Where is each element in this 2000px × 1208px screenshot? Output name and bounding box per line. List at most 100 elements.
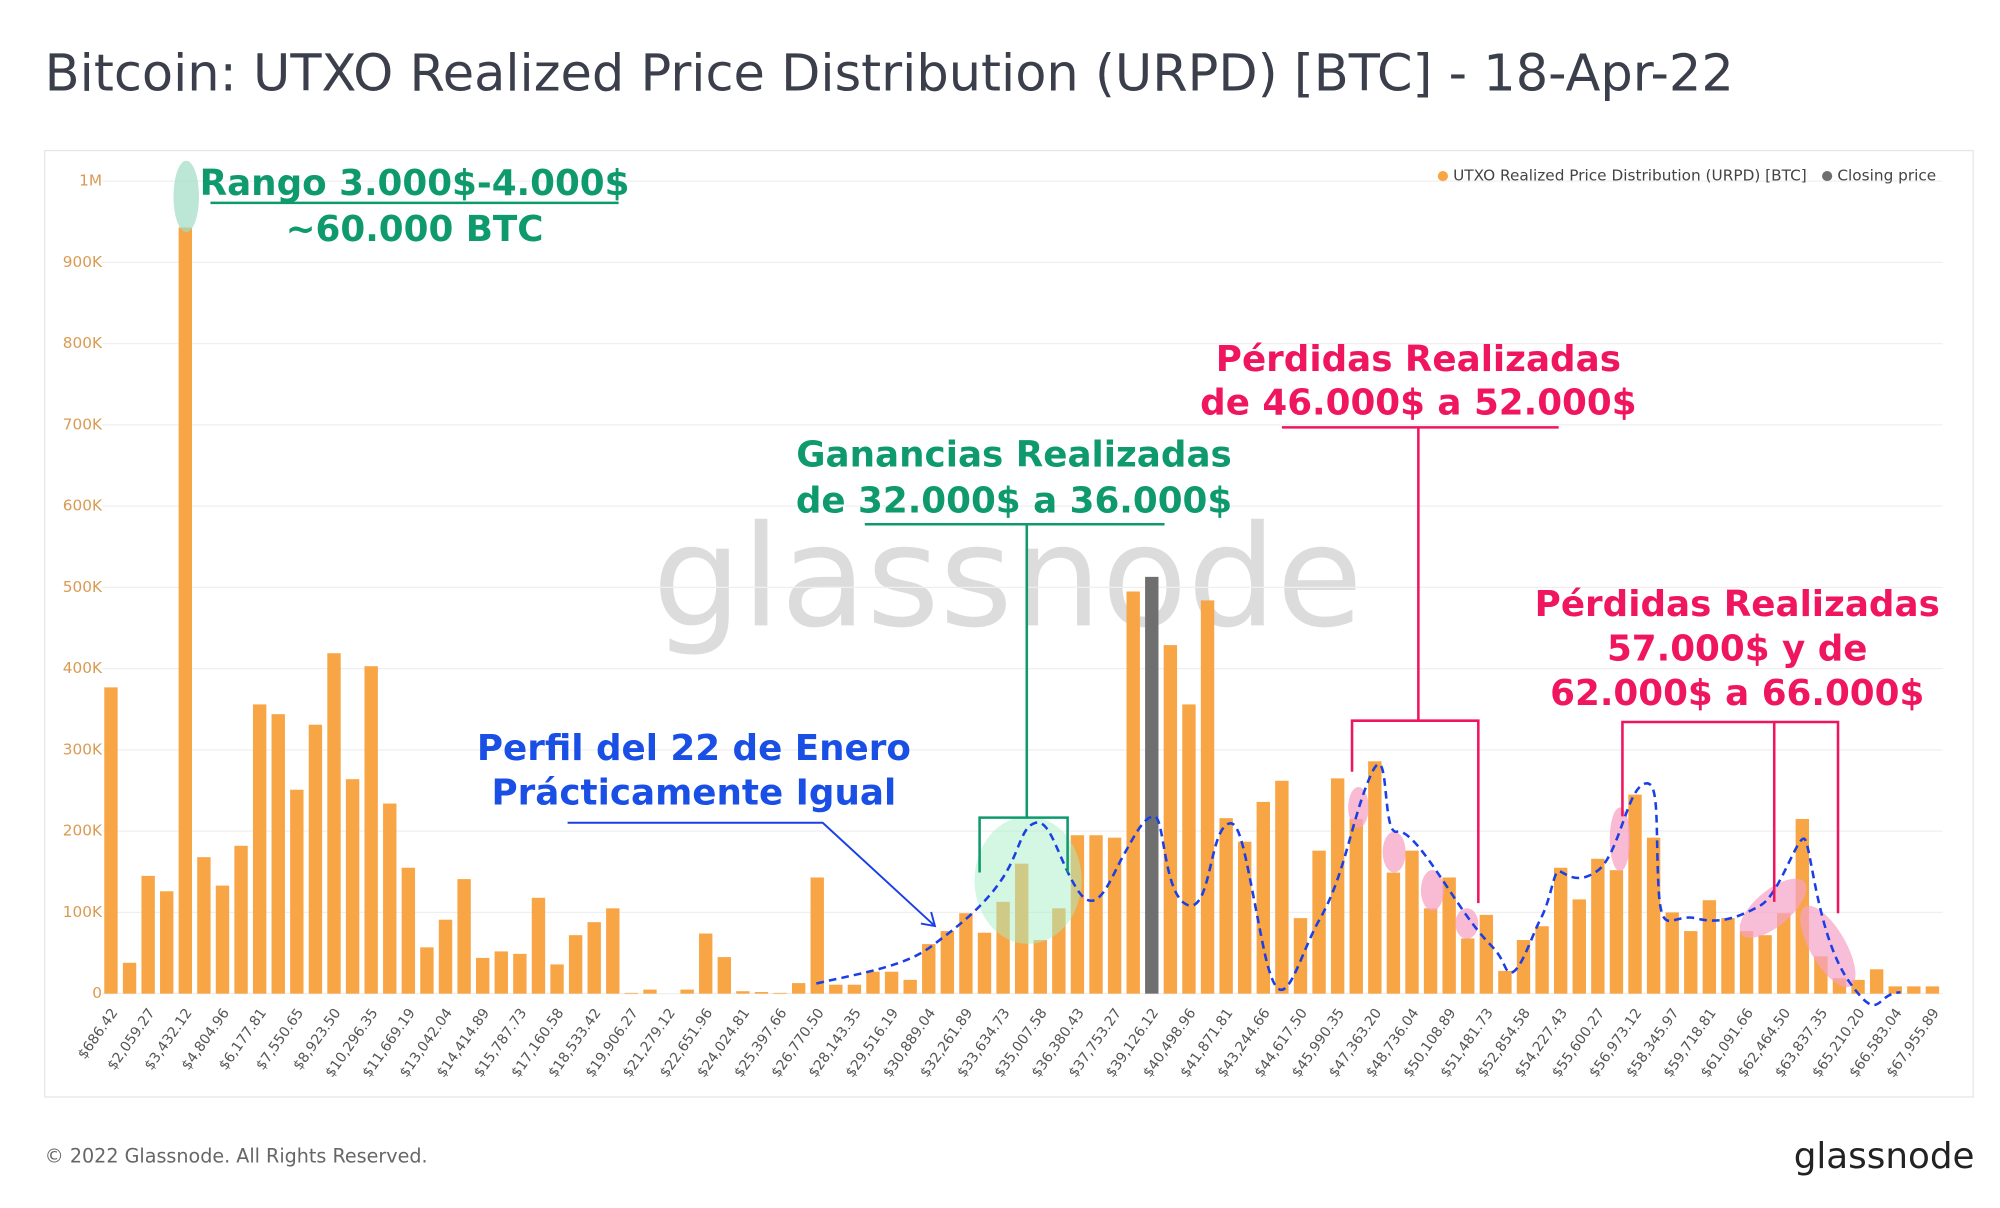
bar <box>1219 818 1233 994</box>
logo: glassnode <box>1794 1136 1975 1177</box>
bar <box>903 979 917 994</box>
bar <box>1925 986 1940 994</box>
highlight <box>173 160 199 233</box>
bar <box>1033 940 1047 994</box>
bar <box>754 992 769 994</box>
bar <box>1869 969 1884 994</box>
bracket <box>864 523 1165 873</box>
bar <box>1702 900 1717 994</box>
bar <box>977 932 992 994</box>
chart-frame <box>44 149 1974 1098</box>
bar <box>420 947 434 994</box>
bar <box>1535 926 1549 994</box>
bar <box>736 991 750 994</box>
bar <box>1665 912 1679 994</box>
annotation: Pérdidas Realizadas <box>1216 339 1621 380</box>
bar <box>271 714 285 994</box>
highlight <box>1382 831 1406 873</box>
bar <box>1777 913 1791 994</box>
y-tick-label: 700K <box>63 415 103 433</box>
bar <box>1553 867 1568 994</box>
bar <box>1461 938 1475 994</box>
jan-profile-curve <box>816 762 1901 1007</box>
bar <box>1145 576 1159 994</box>
bar <box>1200 600 1215 994</box>
bar <box>308 724 323 994</box>
y-tick-label: 200K <box>63 822 103 840</box>
bar <box>1758 935 1772 994</box>
bar <box>1851 979 1865 994</box>
bar <box>717 957 731 994</box>
bar <box>1405 850 1419 994</box>
bar <box>643 989 657 994</box>
legend-label: Closing price <box>1837 167 1936 185</box>
bar <box>606 908 620 994</box>
bar <box>1591 858 1605 994</box>
bar <box>1126 591 1140 994</box>
annotation: ~60.000 BTC <box>286 209 544 250</box>
bar <box>215 885 230 994</box>
y-tick-label: 0 <box>92 984 102 1002</box>
annotations: Rango 3.000$-4.000$ ~60.000 BTC Ganancia… <box>200 163 1940 814</box>
legend-label: UTXO Realized Price Distribution (URPD) … <box>1453 167 1807 185</box>
annotation: de 32.000$ a 36.000$ <box>796 481 1232 522</box>
annotation: 57.000$ y de <box>1607 629 1868 670</box>
bar <box>1238 841 1252 994</box>
annotation: Perfil del 22 de Enero <box>477 728 911 769</box>
annotation: Ganancias Realizadas <box>796 435 1232 476</box>
bar <box>1275 780 1289 994</box>
bar <box>1739 931 1754 994</box>
bar <box>587 922 601 994</box>
bar <box>550 964 564 994</box>
legend: Closing price UTXO Realized Price Distrib… <box>1437 167 1936 185</box>
highlight <box>974 816 1082 944</box>
bar <box>884 971 899 994</box>
bar <box>1386 872 1401 994</box>
bracket <box>1281 426 1840 914</box>
bar <box>1888 986 1902 994</box>
bar <box>1349 818 1363 994</box>
annotation: Pérdidas Realizadas <box>1535 584 1940 625</box>
bar <box>290 789 304 994</box>
bar <box>475 957 490 994</box>
bar <box>829 984 843 994</box>
y-tick-label: 400K <box>63 659 103 677</box>
bar <box>1368 761 1382 994</box>
highlight <box>1800 905 1856 988</box>
bar <box>680 989 694 994</box>
bar <box>1163 645 1178 994</box>
bar <box>457 879 471 994</box>
bar <box>1498 970 1512 994</box>
bar <box>438 919 453 994</box>
highlight <box>1739 878 1807 938</box>
bar <box>959 913 973 994</box>
bar <box>810 877 824 994</box>
y-tick-label: 500K <box>63 578 103 596</box>
bar <box>624 992 639 994</box>
bar <box>494 951 508 994</box>
annotation-shapes <box>173 160 1901 1007</box>
bar <box>1572 899 1586 994</box>
bar <box>847 984 862 994</box>
highlight <box>1420 869 1444 911</box>
bar <box>141 875 155 994</box>
y-tick-label: 300K <box>63 740 103 758</box>
y-tick-label: 1M <box>79 172 102 190</box>
y-tick-label: 600K <box>63 497 103 515</box>
bar <box>1256 801 1270 994</box>
y-tick-label: 900K <box>63 253 103 271</box>
bar <box>1628 794 1642 994</box>
bar <box>1442 877 1456 994</box>
copyright: © 2022 Glassnode. All Rights Reserved. <box>45 1144 428 1167</box>
bar <box>699 933 713 994</box>
bar <box>1293 918 1308 994</box>
bar <box>364 666 378 994</box>
bar <box>1423 908 1438 994</box>
bar <box>1516 940 1531 994</box>
bar <box>1646 837 1661 994</box>
bar <box>1182 704 1196 994</box>
bar <box>122 962 137 994</box>
bar <box>1684 931 1698 994</box>
bar <box>1721 918 1735 994</box>
